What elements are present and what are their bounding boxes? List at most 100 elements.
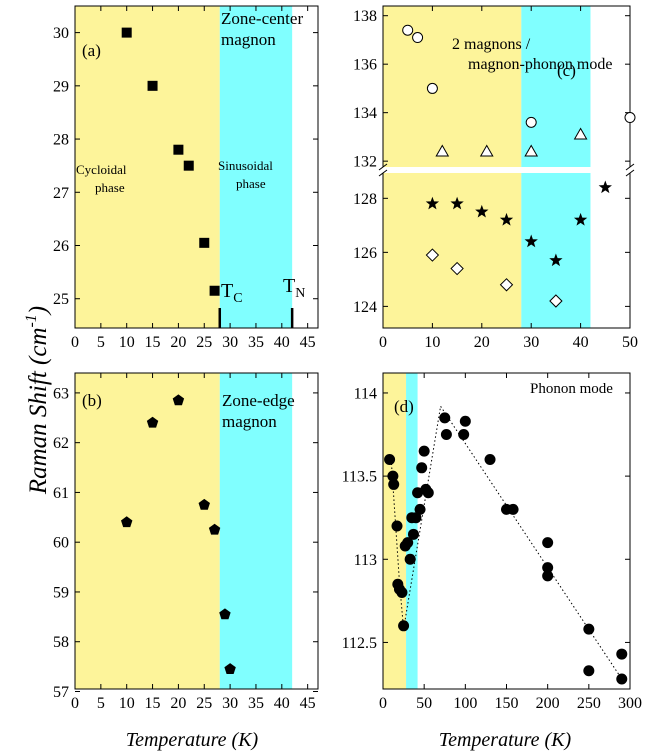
guide-line bbox=[440, 406, 623, 680]
data-point-star bbox=[524, 234, 538, 248]
x-tick-label: 20 bbox=[474, 334, 490, 351]
data-point-circle bbox=[459, 415, 471, 427]
x-tick-label: 30 bbox=[222, 334, 238, 351]
data-point-circle-open bbox=[525, 116, 537, 128]
data-point-circle bbox=[542, 562, 554, 574]
x-tick-label: 40 bbox=[274, 334, 290, 351]
y-tick-label: 126 bbox=[353, 245, 377, 262]
x-tick-label: 35 bbox=[248, 334, 264, 351]
data-point-circle bbox=[542, 537, 554, 549]
data-point-triangle-open bbox=[479, 144, 494, 157]
x-tick-label: 40 bbox=[573, 334, 589, 351]
x-tick-label: 300 bbox=[618, 695, 642, 712]
data-point-pentagon bbox=[146, 416, 159, 428]
data-point-star bbox=[573, 212, 588, 226]
data-point-circle bbox=[391, 520, 403, 532]
x-tick-label: 250 bbox=[577, 695, 601, 712]
panel-label-c: (c) bbox=[557, 61, 576, 80]
x-tick-label: 20 bbox=[170, 695, 186, 712]
y-tick-label: 26 bbox=[53, 238, 69, 255]
panel-b: (b) Zone-edge magnon 0 5 10 15 20 25 30 35 40 45 5… bbox=[53, 372, 319, 712]
panel-label-d: (d) bbox=[394, 397, 414, 416]
data-point-triangle-open bbox=[524, 144, 539, 157]
x-tick-label: 0 bbox=[71, 334, 79, 351]
data-point-square bbox=[173, 144, 184, 155]
data-point-pentagon bbox=[224, 663, 236, 674]
data-point-square bbox=[147, 80, 158, 91]
data-point-circle bbox=[412, 487, 424, 499]
phase-region-yellow bbox=[383, 373, 407, 689]
x-tick-label: 0 bbox=[379, 695, 387, 712]
y-tick-label: 62 bbox=[53, 435, 69, 452]
data-point-circle bbox=[616, 673, 628, 685]
data-point-pentagon bbox=[208, 523, 221, 535]
y-tick-label: 61 bbox=[53, 485, 69, 502]
y-tick-label: 28 bbox=[53, 132, 69, 149]
data-point-circle-open bbox=[402, 24, 414, 36]
phase-region-cyan bbox=[219, 6, 293, 328]
data-point-square bbox=[183, 160, 194, 171]
data-point-square bbox=[199, 237, 210, 248]
y-tick-label: 124 bbox=[353, 299, 377, 316]
data-point-star bbox=[425, 196, 440, 210]
data-point-circle bbox=[396, 587, 408, 599]
data-point-star bbox=[450, 196, 464, 210]
data-point-circle bbox=[583, 623, 595, 635]
y-tick-label: 59 bbox=[53, 584, 69, 601]
y-tick-label: 27 bbox=[53, 185, 69, 202]
data-point-pentagon bbox=[198, 498, 210, 510]
x-tick-label: 45 bbox=[300, 334, 316, 351]
data-point-circle bbox=[440, 429, 452, 441]
data-point-circle bbox=[484, 453, 496, 465]
data-point-circle bbox=[402, 537, 414, 549]
phase-label-sinusoidal-2: phase bbox=[236, 176, 266, 191]
axis-break-mark bbox=[625, 163, 635, 171]
y-tick-label: 113 bbox=[354, 552, 377, 569]
x-axis-label-right: Temperature (K) bbox=[439, 729, 572, 751]
x-tick-label: 100 bbox=[453, 695, 477, 712]
plot-frame bbox=[74, 372, 319, 690]
y-tick-label: 114 bbox=[354, 385, 377, 402]
phase-region-yellow bbox=[75, 373, 220, 689]
annotation-b-line2: magnon bbox=[222, 412, 277, 431]
data-point-triangle-open bbox=[573, 127, 588, 140]
data-point-circle bbox=[404, 553, 416, 565]
data-point-circle bbox=[507, 503, 519, 515]
y-tick-label: 112.5 bbox=[342, 635, 377, 652]
data-point-circle-open bbox=[624, 112, 636, 124]
y-tick-label: 63 bbox=[53, 385, 69, 402]
x-tick-label: 0 bbox=[71, 695, 79, 712]
annotation-b-line1: Zone-edge bbox=[222, 391, 295, 410]
x-tick-label: 30 bbox=[222, 695, 238, 712]
data-point-diamond-open bbox=[425, 248, 440, 262]
y-tick-label: 138 bbox=[353, 8, 377, 25]
data-point-diamond-open bbox=[450, 261, 464, 276]
tc-label: TC bbox=[221, 280, 243, 306]
panel-d: (d) Phonon mode 0 50 100 150 200 250 300 112.5 1… bbox=[342, 372, 642, 712]
panel-label-a: (a) bbox=[82, 41, 101, 60]
annotation-c-line1: 2 magnons / bbox=[452, 36, 531, 53]
data-point-star bbox=[549, 253, 563, 267]
annotation-a-line1: Zone-center bbox=[221, 9, 303, 28]
y-tick-label: 25 bbox=[53, 291, 69, 308]
y-tick-label: 132 bbox=[353, 154, 377, 171]
x-tick-label: 25 bbox=[196, 334, 212, 351]
y-tick-label: 128 bbox=[353, 191, 377, 208]
panel-c: (c) 2 magnons / magnon-phonon mode 0 10 20… bbox=[353, 5, 638, 351]
phase-label-cycloidal-2: phase bbox=[95, 180, 125, 195]
data-point-circle-open bbox=[412, 32, 424, 44]
y-tick-label: 58 bbox=[53, 634, 69, 651]
y-axis-label: Raman Shift (cm-1) bbox=[23, 306, 52, 495]
annotation-c-line2: magnon-phonon mode bbox=[468, 56, 612, 73]
data-point-circle bbox=[542, 570, 554, 582]
data-point-pentagon bbox=[219, 608, 231, 620]
x-tick-label: 50 bbox=[622, 334, 638, 351]
x-tick-label: 15 bbox=[145, 334, 161, 351]
axis-break-mark bbox=[625, 169, 635, 177]
annotation-d: Phonon mode bbox=[530, 381, 613, 397]
x-tick-label: 45 bbox=[300, 695, 316, 712]
x-tick-label: 5 bbox=[97, 695, 105, 712]
phase-label-cycloidal-1: Cycloidal bbox=[76, 162, 127, 177]
y-tick-label: 136 bbox=[353, 57, 377, 74]
